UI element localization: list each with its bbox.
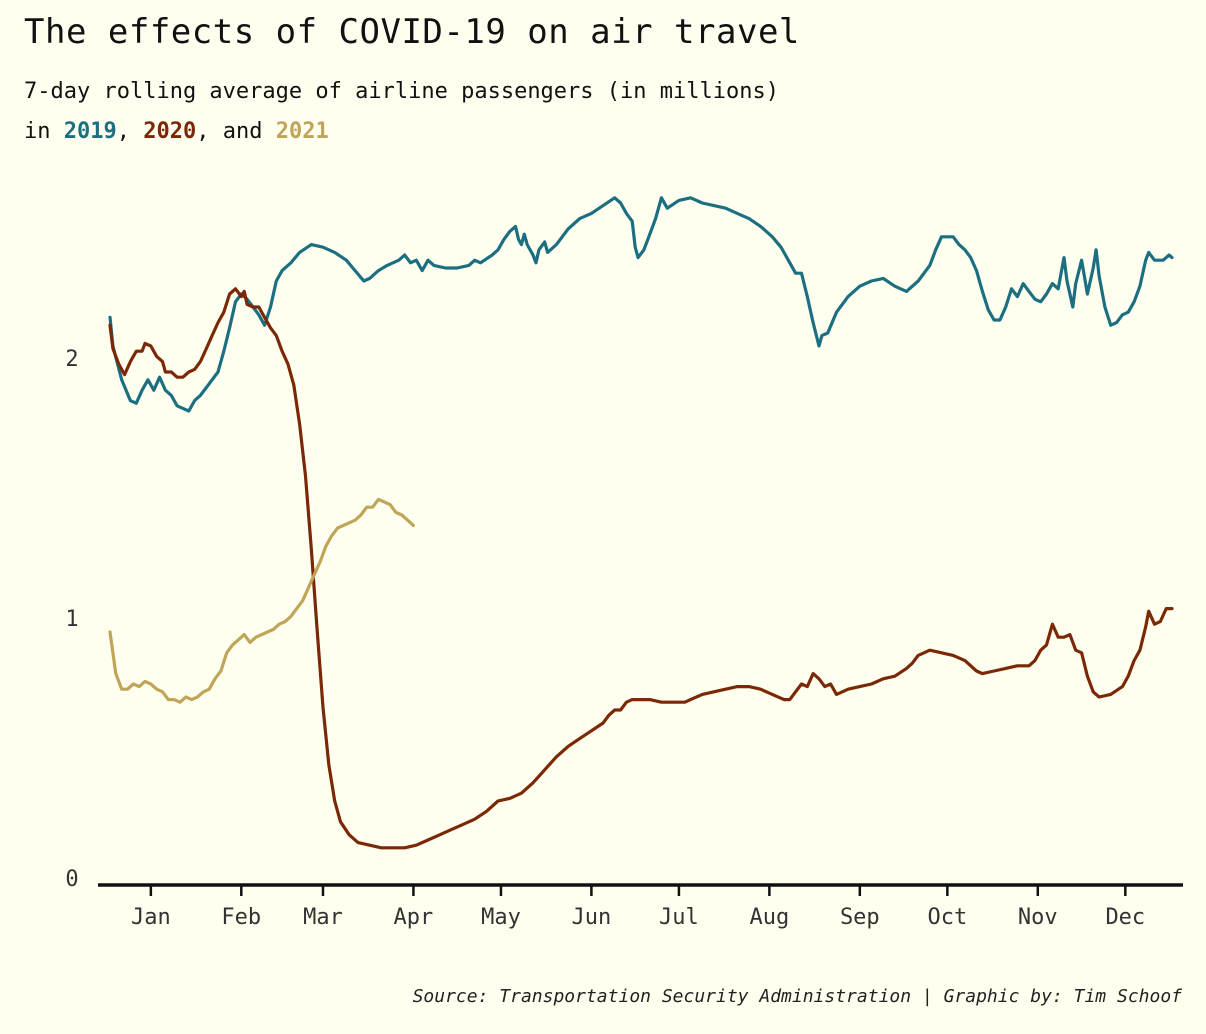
y-tick-label-2: 2 (65, 347, 78, 372)
series-line-2021 (108, 497, 415, 704)
subtitle-line-1: 7-day rolling average of airline passeng… (24, 79, 779, 104)
subtitle-line-2: in 2019, 2020, and 2021 (24, 112, 779, 152)
legend-label-2021: 2021 (275, 119, 329, 144)
source-caption: Source: Transportation Security Administ… (412, 986, 1182, 1007)
x-tick-label-sep: Sep (840, 905, 880, 930)
subtitle-sep-1: , (116, 119, 130, 144)
x-tick-label-apr: Apr (394, 905, 434, 930)
chart-title: The effects of COVID-19 on air travel (24, 12, 800, 52)
y-tick-label-1: 1 (65, 607, 78, 632)
subtitle-sep-2: , and (196, 119, 263, 144)
x-tick-label-aug: Aug (749, 905, 789, 930)
x-tick-label-feb: Feb (221, 905, 261, 930)
legend-label-2020: 2020 (143, 119, 197, 144)
x-tick-label-may: May (481, 905, 521, 930)
series-line-2020 (108, 287, 1174, 850)
x-tick-label-jul: Jul (659, 905, 699, 930)
subtitle-in: in (24, 119, 51, 144)
x-tick-label-oct: Oct (927, 905, 967, 930)
legend-label-2019: 2019 (63, 119, 117, 144)
x-tick-label-nov: Nov (1018, 905, 1058, 930)
series-line-2019 (108, 196, 1174, 413)
x-tick-label-mar: Mar (303, 905, 343, 930)
y-tick-label-0: 0 (65, 867, 78, 892)
x-tick-label-jun: Jun (572, 905, 612, 930)
x-tick-label-jan: Jan (131, 905, 171, 930)
x-tick-label-dec: Dec (1105, 905, 1145, 930)
chart-subtitle: 7-day rolling average of airline passeng… (24, 72, 779, 152)
